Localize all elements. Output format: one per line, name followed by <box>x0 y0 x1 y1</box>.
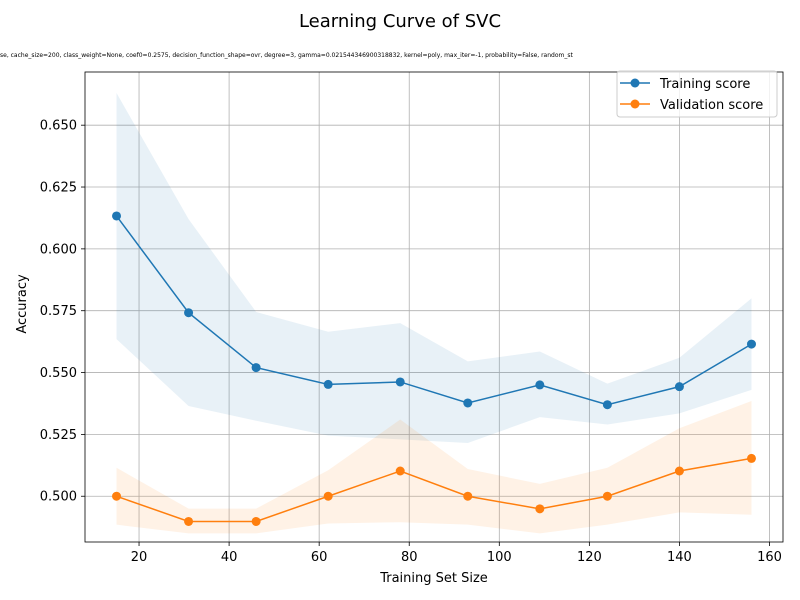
legend-label-validation: Validation score <box>660 98 763 113</box>
x-tick-label-2: 60 <box>311 550 328 565</box>
point-training-2 <box>251 363 261 373</box>
y-tick-label-0: 0.500 <box>40 490 77 505</box>
point-training-6 <box>535 380 545 390</box>
x-tick-label-0: 20 <box>131 550 148 565</box>
y-tick-label-4: 0.600 <box>40 242 77 257</box>
x-axis-label: Training Set Size <box>379 571 488 586</box>
point-validation-0 <box>112 491 122 501</box>
x-axis-ticks: 20 40 60 80 100 120 140 160 <box>131 542 782 565</box>
legend-label-training: Training score <box>659 77 750 92</box>
band-validation <box>116 401 752 534</box>
point-validation-7 <box>602 491 612 501</box>
legend-marker-validation <box>630 99 640 109</box>
line-validation <box>116 457 752 523</box>
point-training-8 <box>674 382 684 392</box>
legend-marker-training <box>630 78 640 88</box>
point-training-5 <box>463 398 473 408</box>
x-tick-label-4: 100 <box>487 550 512 565</box>
y-axis-label: Accuracy <box>15 274 30 334</box>
y-tick-label-5: 0.625 <box>40 181 77 196</box>
x-tick-label-1: 40 <box>221 550 238 565</box>
y-tick-label-1: 0.525 <box>40 428 77 443</box>
score-lines <box>115 215 752 523</box>
legend-box <box>616 70 778 118</box>
point-training-7 <box>602 400 612 410</box>
point-training-1 <box>184 308 194 318</box>
x-tick-label-7: 160 <box>757 550 782 565</box>
point-validation-8 <box>674 466 684 476</box>
point-validation-1 <box>184 516 194 526</box>
x-tick-label-3: 80 <box>401 550 418 565</box>
y-tick-label-3: 0.575 <box>40 304 77 319</box>
chart-title: Learning Curve of SVC <box>299 11 501 32</box>
point-training-3 <box>323 379 333 389</box>
band-training <box>116 93 752 444</box>
legend: Training score Validation score <box>616 70 778 118</box>
x-tick-label-5: 120 <box>577 550 602 565</box>
point-validation-4 <box>395 466 405 476</box>
point-training-9 <box>746 339 756 349</box>
point-validation-3 <box>323 491 333 501</box>
y-axis-ticks: 0.500 0.525 0.550 0.575 0.600 0.625 0.650 <box>40 119 85 505</box>
chart-subtitle: se, cache_size=200, class_weight=None, c… <box>0 52 573 59</box>
score-bands <box>116 93 752 534</box>
point-training-0 <box>112 211 122 221</box>
x-tick-label-6: 140 <box>667 550 692 565</box>
point-validation-2 <box>251 516 261 526</box>
score-points <box>112 211 756 526</box>
point-validation-5 <box>463 491 473 501</box>
point-validation-9 <box>746 453 756 463</box>
plot-frame <box>84 71 784 543</box>
point-validation-6 <box>535 504 545 514</box>
grid-lines <box>85 72 783 542</box>
y-tick-label-6: 0.650 <box>40 119 77 134</box>
point-training-4 <box>395 377 405 387</box>
line-training <box>115 215 752 406</box>
y-tick-label-2: 0.550 <box>40 366 77 381</box>
